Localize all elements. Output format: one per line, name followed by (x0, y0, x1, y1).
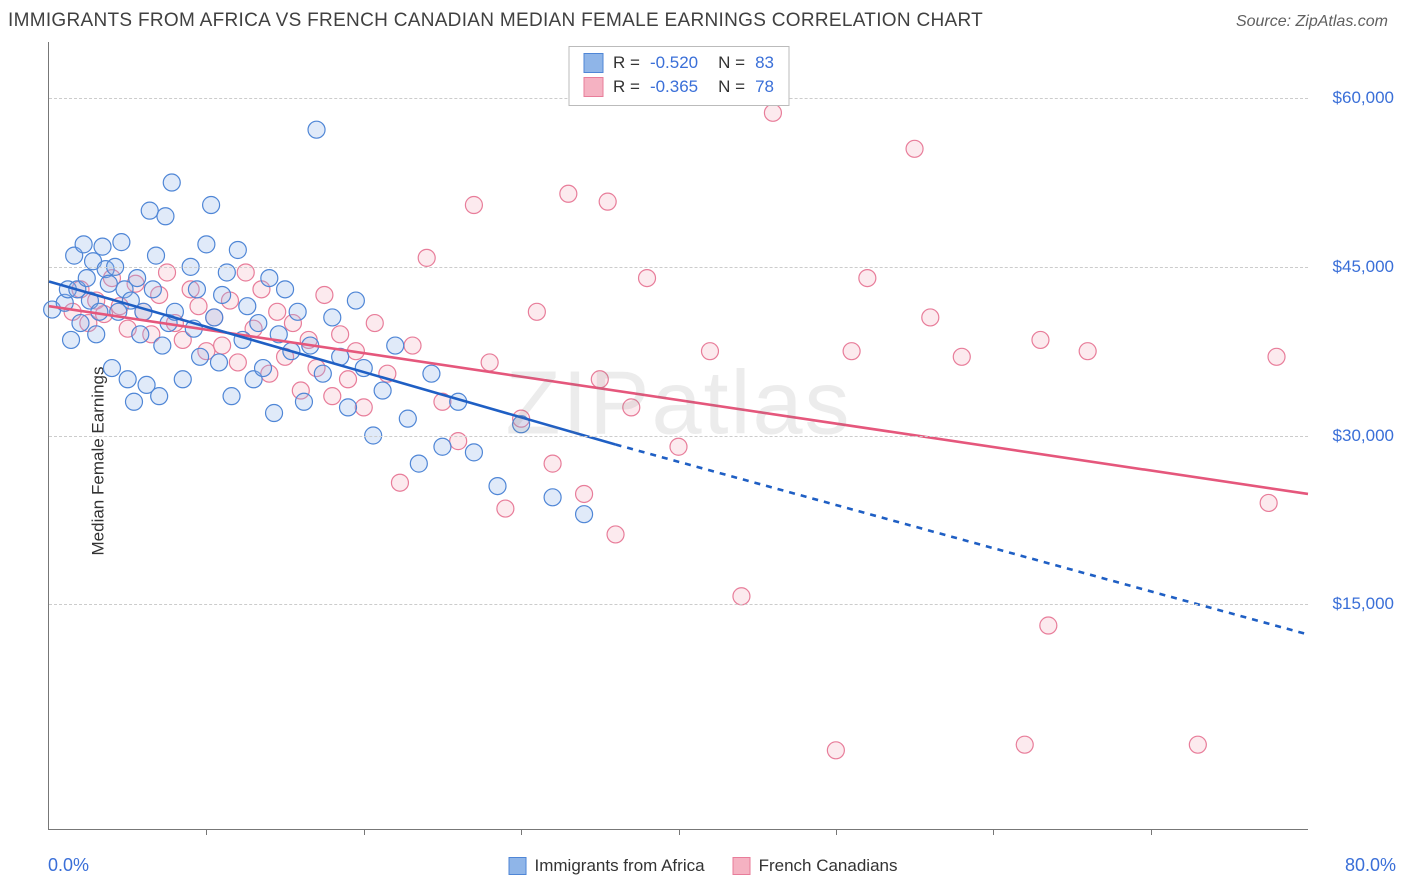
swatch-series-b (583, 77, 603, 97)
x-tick-max: 80.0% (1345, 855, 1396, 876)
n-value-b: 78 (755, 77, 774, 97)
legend-swatch-b (733, 857, 751, 875)
correlation-row-b: R = -0.365 N = 78 (583, 75, 774, 99)
correlation-legend: R = -0.520 N = 83 R = -0.365 N = 78 (568, 46, 789, 106)
chart-title: IMMIGRANTS FROM AFRICA VS FRENCH CANADIA… (8, 10, 983, 32)
n-label: N = (718, 77, 745, 97)
legend-item-b: French Canadians (733, 856, 898, 876)
r-label: R = (613, 77, 640, 97)
source-label: Source: ZipAtlas.com (1236, 13, 1388, 31)
legend-swatch-a (509, 857, 527, 875)
chart-container: Median Female Earnings ZIPatlas R = -0.5… (0, 38, 1406, 884)
y-tick-label: $15,000 (1314, 594, 1394, 614)
n-label: N = (718, 53, 745, 73)
legend-item-a: Immigrants from Africa (509, 856, 705, 876)
swatch-series-a (583, 53, 603, 73)
correlation-row-a: R = -0.520 N = 83 (583, 51, 774, 75)
legend-label-b: French Canadians (759, 856, 898, 876)
r-value-b: -0.365 (650, 77, 698, 97)
y-tick-label: $30,000 (1314, 426, 1394, 446)
r-value-a: -0.520 (650, 53, 698, 73)
y-tick-label: $60,000 (1314, 88, 1394, 108)
y-tick-label: $45,000 (1314, 257, 1394, 277)
x-tick-min: 0.0% (48, 855, 89, 876)
plot-area: ZIPatlas R = -0.520 N = 83 R = -0.365 N … (48, 42, 1308, 830)
r-label: R = (613, 53, 640, 73)
legend-label-a: Immigrants from Africa (535, 856, 705, 876)
series-legend: Immigrants from Africa French Canadians (509, 856, 898, 876)
n-value-a: 83 (755, 53, 774, 73)
